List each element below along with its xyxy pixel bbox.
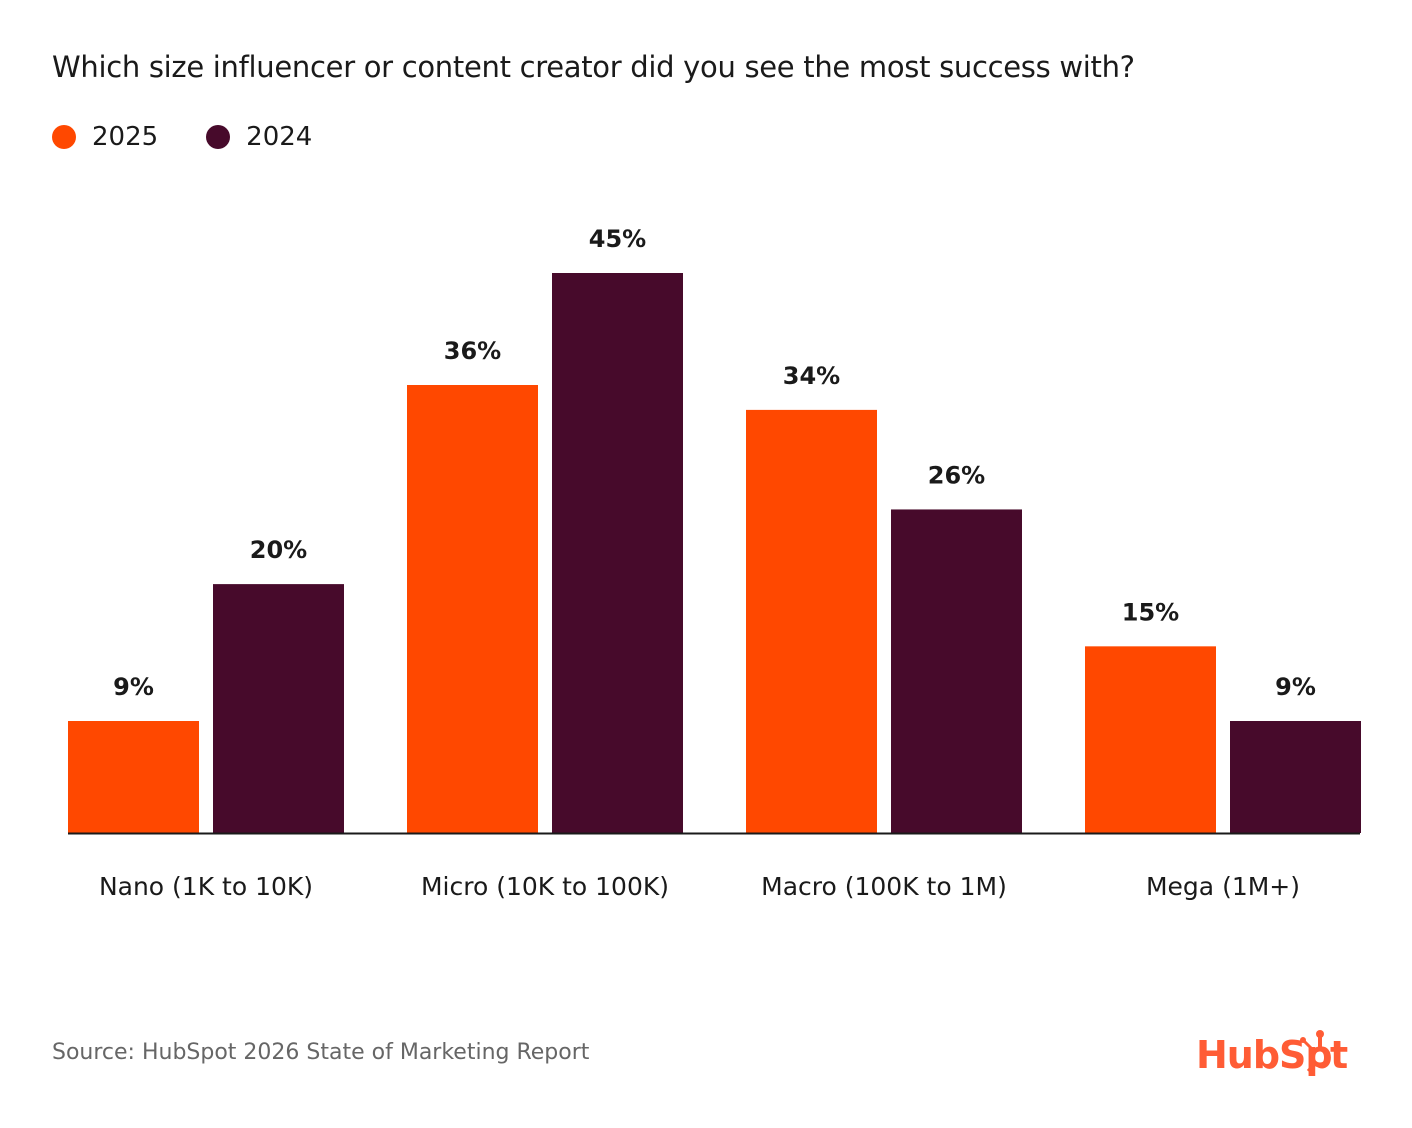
source-note: Source: HubSpot 2026 State of Marketing … <box>52 1040 590 1065</box>
chart-title: Which size influencer or content creator… <box>52 50 1135 84</box>
legend-label: 2025 <box>92 122 159 152</box>
data-label: 26% <box>928 461 985 489</box>
legend: 2025 2024 <box>52 122 312 152</box>
bar-2024-0 <box>213 584 344 833</box>
legend-label: 2024 <box>246 122 313 152</box>
data-label: 45% <box>589 225 646 253</box>
bar-2024-2 <box>891 509 1022 833</box>
bar-2025-3 <box>1085 646 1216 833</box>
category-label: Macro (100K to 1M) <box>761 872 1007 901</box>
data-label: 9% <box>113 673 154 701</box>
legend-swatch-2025 <box>52 125 76 149</box>
hubspot-logo: HubSp t <box>1196 1026 1362 1082</box>
legend-item-2025: 2025 <box>52 122 158 152</box>
svg-text:t: t <box>1330 1033 1348 1077</box>
legend-swatch-2024 <box>206 125 231 149</box>
bar-2025-2 <box>746 409 877 833</box>
category-label: Micro (10K to 100K) <box>421 872 669 901</box>
bar-2025-1 <box>407 385 538 833</box>
legend-item-2024: 2024 <box>206 122 312 152</box>
bar-2024-3 <box>1230 721 1361 833</box>
category-label: Mega (1M+) <box>1146 872 1300 901</box>
data-label: 20% <box>250 536 307 564</box>
data-label: 36% <box>444 337 501 365</box>
data-label: 15% <box>1122 598 1179 626</box>
data-label: 34% <box>783 362 840 390</box>
bar-2024-1 <box>552 273 683 833</box>
bar-2025-0 <box>68 721 199 833</box>
category-label: Nano (1K to 10K) <box>99 872 313 901</box>
data-label: 9% <box>1275 673 1316 701</box>
